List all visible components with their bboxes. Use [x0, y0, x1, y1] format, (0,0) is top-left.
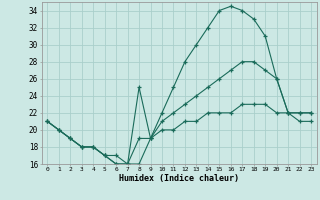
X-axis label: Humidex (Indice chaleur): Humidex (Indice chaleur) — [119, 174, 239, 183]
